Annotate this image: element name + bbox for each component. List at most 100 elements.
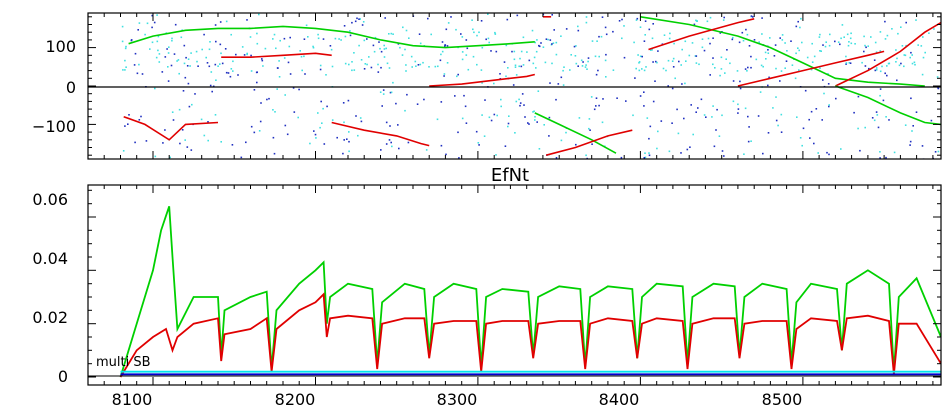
scatter-point-cyan [870,36,872,38]
scatter-point-blue [909,140,912,143]
scatter-point-blue [598,35,600,38]
scatter-point-blue [604,26,607,29]
scatter-point-cyan [845,55,847,58]
scatter-point-cyan [249,36,252,38]
scatter-point-cyan [875,51,878,53]
scatter-point-cyan [411,66,413,68]
scatter-point-blue [235,53,237,56]
scatter-point-blue [741,31,744,34]
scatter-point-blue [358,18,360,20]
scatter-point-blue [625,100,627,102]
scatter-point-blue [273,152,276,155]
scatter-point-cyan [518,98,520,101]
scatter-point-blue [153,21,156,24]
scatter-point-blue [443,75,445,77]
scatter-point-cyan [514,66,517,68]
scatter-point-cyan [217,65,219,67]
scatter-point-cyan [781,39,784,41]
scatter-point-cyan [388,67,391,69]
scatter-point-cyan [547,38,549,41]
scatter-point-blue [595,73,598,76]
scatter-point-blue [287,61,290,64]
scatter-point-blue [298,88,300,91]
scatter-point-blue [815,108,818,110]
scatter-point-cyan [922,36,924,38]
scatter-point-cyan [600,35,603,38]
scatter-point-cyan [272,109,274,111]
scatter-point-blue [503,61,506,63]
scatter-point-blue [643,40,646,42]
track-line [640,16,925,87]
scatter-point-cyan [694,55,697,57]
scatter-point-blue [652,100,655,103]
scatter-point-cyan [461,36,464,38]
scatter-point-cyan [156,14,158,16]
scatter-point-blue [184,76,187,79]
scatter-point-blue [164,56,167,58]
scatter-point-blue [511,50,513,53]
top-scatter-dots [121,13,940,159]
scatter-point-cyan [643,69,646,72]
scatter-point-cyan [873,119,876,122]
scatter-point-cyan [514,64,517,67]
scatter-point-cyan [272,38,274,40]
scatter-point-blue [166,48,168,50]
scatter-point-cyan [471,19,473,21]
bottom-series [119,206,941,378]
scatter-point-cyan [473,31,475,34]
scatter-point-blue [864,65,867,67]
track-line [331,121,430,147]
scatter-point-blue [739,87,742,90]
scatter-point-cyan [848,62,851,64]
scatter-point-cyan [500,105,502,108]
scatter-point-blue [747,115,749,118]
scatter-point-cyan [663,34,666,36]
scatter-point-cyan [635,67,637,70]
scatter-point-cyan [392,81,394,84]
scatter-point-cyan [780,70,783,72]
scatter-point-blue [197,65,199,67]
scatter-point-blue [548,135,550,137]
scatter-point-blue [595,97,598,99]
scatter-point-cyan [465,54,468,56]
scatter-point-cyan [843,36,845,38]
scatter-point-cyan [818,36,821,38]
scatter-point-cyan [377,63,379,66]
scatter-point-cyan [537,90,540,92]
scatter-point-cyan [383,56,386,58]
scatter-point-cyan [422,61,424,64]
scatter-point-cyan [588,127,590,130]
scatter-point-cyan [405,64,407,66]
scatter-point-cyan [419,63,422,66]
scatter-point-blue [385,143,388,145]
scatter-point-blue [423,98,425,101]
scatter-point-cyan [712,105,714,107]
scatter-point-blue [356,17,358,20]
scatter-point-blue [726,49,728,51]
scatter-point-cyan [840,148,842,150]
scatter-point-cyan [200,118,203,121]
bottom-title: EfNt [491,165,529,186]
scatter-point-cyan [488,116,491,119]
scatter-point-cyan [857,127,859,130]
scatter-point-cyan [886,65,888,67]
scatter-point-blue [671,122,673,124]
scatter-point-cyan [701,46,704,49]
scatter-point-cyan [775,96,777,98]
scatter-point-cyan [767,52,770,54]
scatter-point-blue [133,64,136,66]
scatter-point-cyan [817,152,819,154]
scatter-point-blue [363,68,366,70]
scatter-point-blue [605,53,607,56]
scatter-point-blue [336,136,338,139]
scatter-point-cyan [379,47,381,50]
scatter-point-blue [130,39,133,42]
scatter-point-blue [490,119,493,122]
scatter-point-blue [519,102,522,104]
scatter-point-cyan [388,33,390,35]
scatter-point-cyan [330,48,333,51]
track-line [835,85,941,126]
scatter-point-blue [209,84,212,87]
scatter-point-blue [748,45,751,47]
scatter-point-blue [389,91,392,94]
